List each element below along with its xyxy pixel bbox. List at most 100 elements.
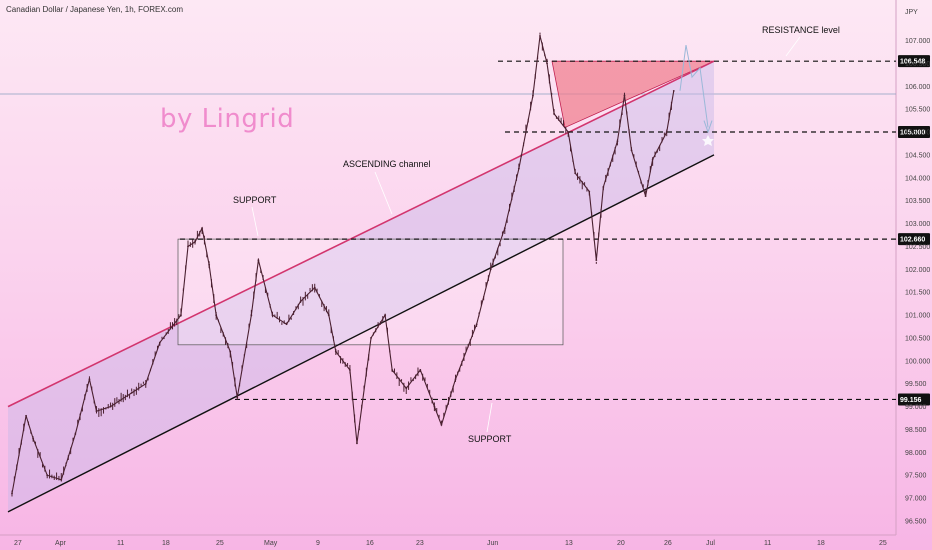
price-point <box>651 158 654 161</box>
y-tick-label: 96.500 <box>905 519 927 526</box>
price-point <box>187 245 189 248</box>
price-point <box>215 314 218 316</box>
projection-arrowhead <box>703 120 713 134</box>
price-point <box>313 286 316 289</box>
y-tick-label: 101.500 <box>905 290 930 297</box>
y-tick-label: 98.500 <box>905 427 927 434</box>
price-point <box>257 259 260 262</box>
price-point <box>356 442 358 445</box>
y-tick-label: 99.500 <box>905 381 927 388</box>
x-tick-label: 11 <box>117 540 124 547</box>
x-tick-label: 13 <box>565 540 573 547</box>
price-point <box>588 190 591 193</box>
resistance-pointer <box>785 36 801 57</box>
x-tick-label: 11 <box>764 540 771 547</box>
price-point <box>32 437 35 440</box>
price-point <box>391 369 394 371</box>
price-levels-layer: 106.548 105.000 102.660 99.156 <box>180 55 930 406</box>
price-level-label-0: 106.548 <box>900 59 925 66</box>
x-tick-label: Jul <box>706 540 715 547</box>
price-level-label-1: 105.000 <box>900 130 925 137</box>
x-tick-label: Jun <box>487 540 498 547</box>
price-point <box>334 350 337 353</box>
channel-layer <box>7 36 801 513</box>
price-point <box>250 314 253 316</box>
price-point <box>567 131 570 133</box>
y-axis-unit-label: JPY <box>905 9 918 16</box>
y-tick-label: 103.500 <box>905 198 930 205</box>
x-tick-label: 20 <box>617 540 625 547</box>
x-tick-label: 23 <box>416 540 424 547</box>
price-point <box>616 140 619 143</box>
price-point <box>623 94 626 97</box>
price-point <box>349 369 351 371</box>
x-tick-label: 9 <box>316 540 320 547</box>
price-point <box>574 172 577 175</box>
price-point <box>130 391 133 394</box>
price-point <box>229 350 232 353</box>
price-point <box>144 382 147 385</box>
price-point <box>539 35 541 37</box>
support-top-pointer <box>251 206 259 237</box>
projection-layer <box>679 44 714 146</box>
x-tick-label: Apr <box>55 540 67 547</box>
price-point <box>517 167 520 170</box>
ascending-channel-annotation: ASCENDING channel <box>343 159 431 169</box>
price-level-label-2: 102.660 <box>900 237 925 244</box>
price-point <box>25 414 27 417</box>
y-axis: JPY 96.500 97.000 97.500 98.000 98.500 99.000 9… <box>905 9 930 526</box>
price-point <box>630 149 633 152</box>
chart-header-title: Canadian Dollar / Japanese Yen, 1h, FORE… <box>6 5 183 14</box>
price-point <box>503 227 506 230</box>
y-tick-label: 107.000 <box>905 38 930 45</box>
price-point <box>370 337 372 339</box>
price-point <box>595 259 598 262</box>
upper-channel-line <box>7 60 715 408</box>
y-tick-label: 98.000 <box>905 450 927 457</box>
projection-star-icon <box>702 135 714 146</box>
x-tick-label: 25 <box>879 540 887 547</box>
x-tick-label: 26 <box>664 540 672 547</box>
support-annotation-top: SUPPORT <box>233 195 277 205</box>
price-point <box>454 378 457 381</box>
y-tick-label: 97.500 <box>905 473 927 480</box>
price-point <box>672 89 675 92</box>
y-tick-label: 100.000 <box>905 358 930 365</box>
price-point <box>384 314 387 316</box>
projection-path <box>679 44 709 128</box>
y-tick-label: 101.000 <box>905 313 930 320</box>
y-tick-label: 105.000 <box>905 130 930 137</box>
x-axis: 27 Apr 11 18 25 May 9 16 23 Jun 13 20 26 Jul 11 18 25 <box>14 540 887 547</box>
lower-channel-line <box>7 154 715 513</box>
x-tick-label: May <box>264 540 278 547</box>
y-tick-label: 104.000 <box>905 175 930 182</box>
x-tick-label: 16 <box>366 540 374 547</box>
price-point <box>208 263 211 266</box>
x-tick-label: 18 <box>162 540 170 547</box>
price-point <box>553 112 555 115</box>
price-point <box>299 300 302 303</box>
price-point <box>109 405 112 408</box>
price-point <box>285 323 288 326</box>
price-point <box>327 314 330 316</box>
price-level-tag-0 <box>898 55 930 68</box>
price-point <box>201 227 203 230</box>
price-level-tag-2 <box>898 233 930 246</box>
support-bottom-pointer <box>486 402 493 433</box>
price-point <box>60 478 63 481</box>
ascending-channel-fill <box>8 61 714 512</box>
y-tick-label: 103.000 <box>905 221 930 228</box>
price-point <box>602 186 605 188</box>
price-point <box>440 424 443 426</box>
x-tick-label: 18 <box>817 540 825 547</box>
resistance-annotation: RESISTANCE level <box>762 25 840 35</box>
y-tick-label: 99.000 <box>905 404 927 411</box>
price-series-layer <box>11 32 675 497</box>
price-point <box>644 195 647 197</box>
price-point <box>11 492 13 495</box>
channel-pointer <box>374 171 393 215</box>
y-tick-label: 102.500 <box>905 244 930 251</box>
x-tick-label: 27 <box>14 540 22 547</box>
y-tick-label: 100.500 <box>905 335 930 342</box>
